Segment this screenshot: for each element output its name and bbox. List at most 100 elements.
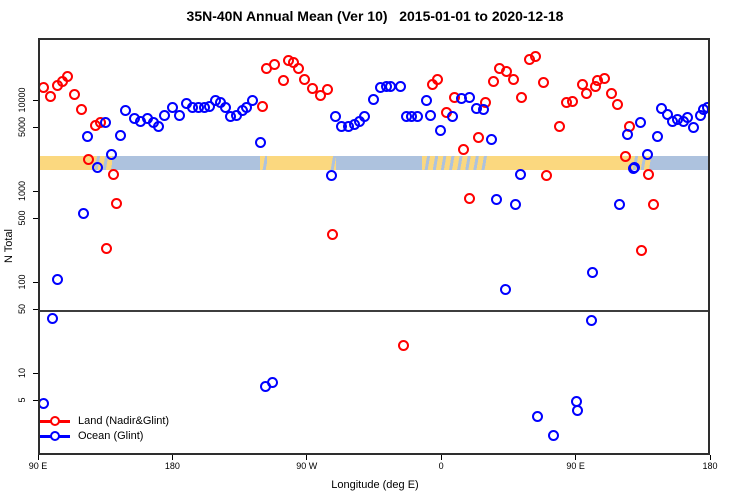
land-data-point: [464, 193, 476, 205]
y-tick-label: 5000: [17, 117, 27, 138]
surface-band-segment-ocean: [335, 156, 423, 170]
x-tick-mark: [709, 455, 711, 460]
ocean-data-point: [325, 169, 337, 181]
ocean-data-point: [246, 94, 258, 106]
ocean-data-point: [174, 110, 186, 122]
x-tick-label: 180: [702, 461, 718, 471]
ocean-data-point: [614, 198, 626, 210]
x-tick-mark: [575, 455, 577, 460]
y-tick-label: 5: [17, 397, 27, 403]
land-data-point: [611, 99, 623, 111]
ocean-circle-icon: [50, 431, 60, 441]
surface-band-segment-ocean: [652, 156, 708, 170]
land-data-point: [501, 66, 513, 78]
ocean-data-point: [587, 267, 599, 279]
land-data-point: [620, 151, 632, 163]
legend: Land (Nadir&Glint) Ocean (Glint): [40, 414, 169, 444]
y-tick-label: 50: [17, 304, 27, 315]
x-tick-label: 90 E: [28, 461, 48, 471]
land-data-point: [100, 243, 112, 255]
ocean-data-point: [688, 122, 700, 134]
y-tick-mark: [33, 308, 38, 310]
land-data-point: [508, 74, 520, 86]
ocean-data-point: [254, 137, 266, 149]
ocean-data-point: [114, 129, 126, 141]
land-data-point: [278, 74, 290, 86]
ocean-data-point: [204, 100, 216, 112]
ocean-data-point: [91, 161, 103, 173]
ocean-data-point: [532, 410, 544, 422]
ocean-data-point: [219, 102, 231, 114]
legend-label-land: Land (Nadir&Glint): [78, 415, 170, 427]
ocean-data-point: [661, 109, 673, 121]
land-data-point: [516, 91, 528, 103]
y-tick-mark: [33, 126, 38, 128]
land-data-point: [473, 132, 485, 144]
ocean-data-point: [119, 105, 131, 117]
ocean-data-point: [394, 80, 406, 92]
ocean-data-point: [702, 101, 708, 113]
ocean-data-point: [412, 110, 424, 122]
land-data-point: [322, 83, 334, 95]
land-data-point: [643, 168, 655, 180]
x-tick-label: 0: [438, 461, 444, 471]
ocean-data-point: [485, 134, 497, 146]
y-tick-label: 10000: [17, 87, 27, 113]
ocean-data-point: [548, 430, 560, 442]
ocean-data-point: [447, 111, 459, 123]
ocean-data-point: [682, 112, 694, 124]
ocean-data-point: [82, 130, 94, 142]
legend-label-ocean: Ocean (Glint): [78, 430, 144, 442]
land-data-point: [636, 244, 648, 256]
land-data-point: [257, 100, 269, 112]
y-axis-label: N Total: [3, 228, 15, 264]
land-data-point: [76, 104, 88, 116]
land-data-point: [529, 50, 541, 62]
land-data-point: [458, 144, 470, 156]
land-data-point: [268, 59, 280, 71]
ocean-data-point: [359, 110, 371, 122]
land-data-point: [541, 169, 553, 181]
land-data-point: [598, 72, 610, 84]
land-data-point: [314, 90, 326, 102]
surface-band-segment-land: [266, 156, 329, 170]
ocean-data-point: [571, 404, 583, 416]
land-data-point: [307, 83, 319, 95]
y-tick-mark: [33, 281, 38, 283]
surface-band-segment-ocean: [111, 156, 260, 170]
ocean-data-point: [514, 168, 526, 180]
land-data-point: [107, 168, 119, 180]
ocean-data-point: [585, 315, 597, 327]
y-tick-label: 10: [17, 367, 27, 379]
land-data-point: [293, 62, 305, 74]
surface-band-segment-mix: [328, 156, 336, 170]
land-data-point: [648, 198, 660, 210]
ocean-data-point: [642, 149, 654, 161]
ocean-data-point: [510, 198, 522, 210]
x-tick-label: 90 W: [296, 461, 318, 471]
x-tick-mark: [37, 455, 39, 460]
plot-area: [38, 38, 710, 455]
land-marker-icon: [40, 416, 70, 426]
y-tick-label: 1000: [17, 180, 27, 202]
legend-item-ocean: Ocean (Glint): [40, 429, 169, 444]
ocean-data-point: [463, 92, 475, 104]
land-data-point: [83, 154, 95, 166]
ocean-marker-icon: [40, 431, 70, 441]
land-data-point: [432, 74, 444, 86]
ocean-data-point: [78, 208, 90, 220]
legend-item-land: Land (Nadir&Glint): [40, 414, 169, 429]
land-data-point: [580, 87, 592, 99]
land-data-point: [488, 76, 500, 88]
ocean-data-point: [434, 124, 446, 136]
land-data-point: [110, 198, 122, 210]
x-tick-mark: [306, 455, 308, 460]
y-tick-mark: [33, 399, 38, 401]
y-tick-mark: [33, 372, 38, 374]
chart-title: 35N-40N Annual Mean (Ver 10) 2015-01-01 …: [186, 8, 564, 24]
land-data-point: [40, 81, 50, 93]
ocean-data-point: [634, 117, 646, 129]
ocean-data-point: [628, 162, 640, 174]
ocean-data-point: [99, 117, 111, 129]
